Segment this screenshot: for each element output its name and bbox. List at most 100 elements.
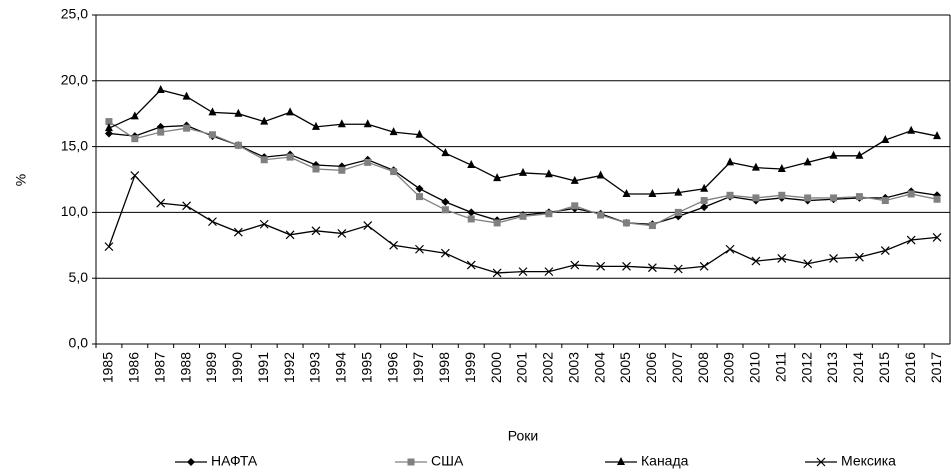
x-tick-label: 2007 bbox=[669, 352, 685, 383]
x-tick-label: 2006 bbox=[643, 352, 659, 383]
marker bbox=[466, 260, 476, 270]
x-tick-label: 1985 bbox=[100, 352, 116, 383]
marker bbox=[337, 119, 346, 128]
legend-label: НАФТА bbox=[211, 453, 258, 469]
marker bbox=[880, 246, 890, 255]
x-tick-label: 2008 bbox=[695, 352, 711, 383]
marker bbox=[829, 150, 838, 159]
marker bbox=[933, 195, 941, 203]
x-tick-label: 1995 bbox=[358, 352, 374, 383]
marker bbox=[596, 261, 606, 271]
marker bbox=[233, 227, 243, 237]
x-tick-label: 2017 bbox=[928, 352, 944, 383]
legend-label: Канада bbox=[641, 453, 689, 469]
x-tick-label: 1999 bbox=[462, 352, 478, 383]
marker bbox=[234, 141, 242, 149]
x-tick-label: 2014 bbox=[850, 352, 866, 383]
marker bbox=[700, 203, 709, 212]
marker bbox=[337, 229, 347, 238]
marker bbox=[854, 252, 864, 262]
marker bbox=[363, 119, 372, 128]
marker bbox=[674, 187, 683, 196]
marker bbox=[363, 221, 373, 230]
marker bbox=[700, 197, 708, 205]
marker bbox=[208, 131, 216, 139]
marker bbox=[183, 124, 191, 132]
x-tick-label: 2010 bbox=[747, 352, 763, 383]
marker bbox=[312, 165, 320, 173]
marker bbox=[493, 173, 502, 182]
marker bbox=[311, 121, 320, 130]
marker bbox=[234, 108, 243, 117]
x-tick-label: 2004 bbox=[591, 352, 607, 383]
marker bbox=[130, 171, 140, 180]
marker bbox=[907, 190, 915, 198]
marker bbox=[777, 163, 786, 172]
marker bbox=[208, 107, 217, 116]
marker bbox=[881, 197, 889, 205]
x-axis-label: Роки bbox=[508, 428, 538, 444]
x-tick-label: 1992 bbox=[281, 352, 297, 383]
x-tick-label: 1997 bbox=[410, 352, 426, 383]
legend-label: США bbox=[431, 453, 464, 469]
legend-label: Мексика bbox=[841, 453, 896, 469]
x-tick-label: 1993 bbox=[307, 352, 323, 383]
marker bbox=[648, 222, 656, 230]
marker bbox=[907, 125, 916, 134]
marker bbox=[544, 169, 553, 178]
marker bbox=[570, 260, 580, 270]
marker bbox=[407, 458, 415, 466]
marker bbox=[648, 188, 657, 197]
marker bbox=[467, 215, 475, 223]
marker bbox=[338, 166, 346, 174]
marker bbox=[674, 208, 682, 216]
x-tick-label: 1994 bbox=[333, 352, 349, 383]
x-tick-label: 1988 bbox=[177, 352, 193, 383]
marker bbox=[285, 230, 295, 240]
marker bbox=[157, 128, 165, 136]
marker bbox=[467, 208, 476, 217]
marker bbox=[259, 219, 269, 229]
marker bbox=[415, 193, 423, 201]
marker bbox=[803, 157, 812, 166]
marker bbox=[415, 129, 424, 138]
marker bbox=[364, 158, 372, 166]
marker bbox=[467, 160, 476, 169]
marker bbox=[441, 197, 450, 206]
x-tick-label: 1990 bbox=[229, 352, 245, 383]
x-tick-label: 1991 bbox=[255, 352, 271, 383]
marker bbox=[104, 123, 113, 132]
y-tick-label: 10,0 bbox=[61, 203, 88, 219]
marker bbox=[597, 211, 605, 219]
x-tick-label: 2016 bbox=[902, 352, 918, 383]
marker bbox=[881, 135, 890, 144]
marker bbox=[933, 131, 942, 140]
marker bbox=[751, 162, 760, 171]
marker bbox=[647, 263, 657, 273]
y-tick-label: 20,0 bbox=[61, 72, 88, 88]
marker bbox=[570, 175, 579, 184]
x-tick-label: 2001 bbox=[514, 352, 530, 383]
y-tick-label: 5,0 bbox=[69, 269, 89, 285]
x-tick-label: 2002 bbox=[540, 352, 556, 383]
x-tick-label: 2009 bbox=[721, 352, 737, 383]
marker bbox=[492, 268, 502, 278]
marker bbox=[389, 127, 398, 136]
marker bbox=[617, 457, 625, 465]
marker bbox=[156, 85, 165, 94]
x-tick-label: 1989 bbox=[203, 352, 219, 383]
marker bbox=[803, 259, 813, 269]
marker bbox=[932, 232, 942, 242]
marker bbox=[440, 248, 450, 258]
marker bbox=[104, 129, 113, 138]
marker bbox=[130, 111, 139, 120]
marker bbox=[415, 244, 424, 254]
y-tick-label: 25,0 bbox=[61, 6, 88, 22]
marker bbox=[389, 240, 399, 250]
marker bbox=[545, 210, 553, 218]
y-tick-label: 0,0 bbox=[69, 335, 89, 351]
marker bbox=[726, 157, 735, 166]
marker bbox=[906, 235, 916, 245]
marker bbox=[519, 212, 527, 220]
